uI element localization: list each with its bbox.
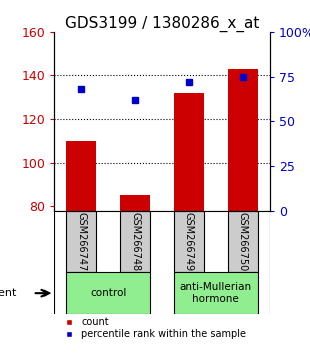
Bar [66,272,150,314]
Text: control: control [90,288,126,298]
Text: GSM266750: GSM266750 [238,212,248,271]
Text: GSM266748: GSM266748 [130,212,140,271]
Legend: count, percentile rank within the sample: count, percentile rank within the sample [59,317,246,339]
Text: GSM266747: GSM266747 [76,212,86,271]
Bar [120,211,150,272]
Title: GDS3199 / 1380286_x_at: GDS3199 / 1380286_x_at [65,16,259,32]
Text: GSM266749: GSM266749 [184,212,194,271]
Bar [66,141,96,211]
Bar [174,93,204,211]
Bar [174,272,258,314]
Bar [120,195,150,211]
Bar [66,211,96,272]
Bar [228,69,258,211]
Bar [174,211,204,272]
Text: anti-Mullerian
hormone: anti-Mullerian hormone [180,282,252,304]
Bar [228,211,258,272]
Text: agent: agent [0,288,16,298]
